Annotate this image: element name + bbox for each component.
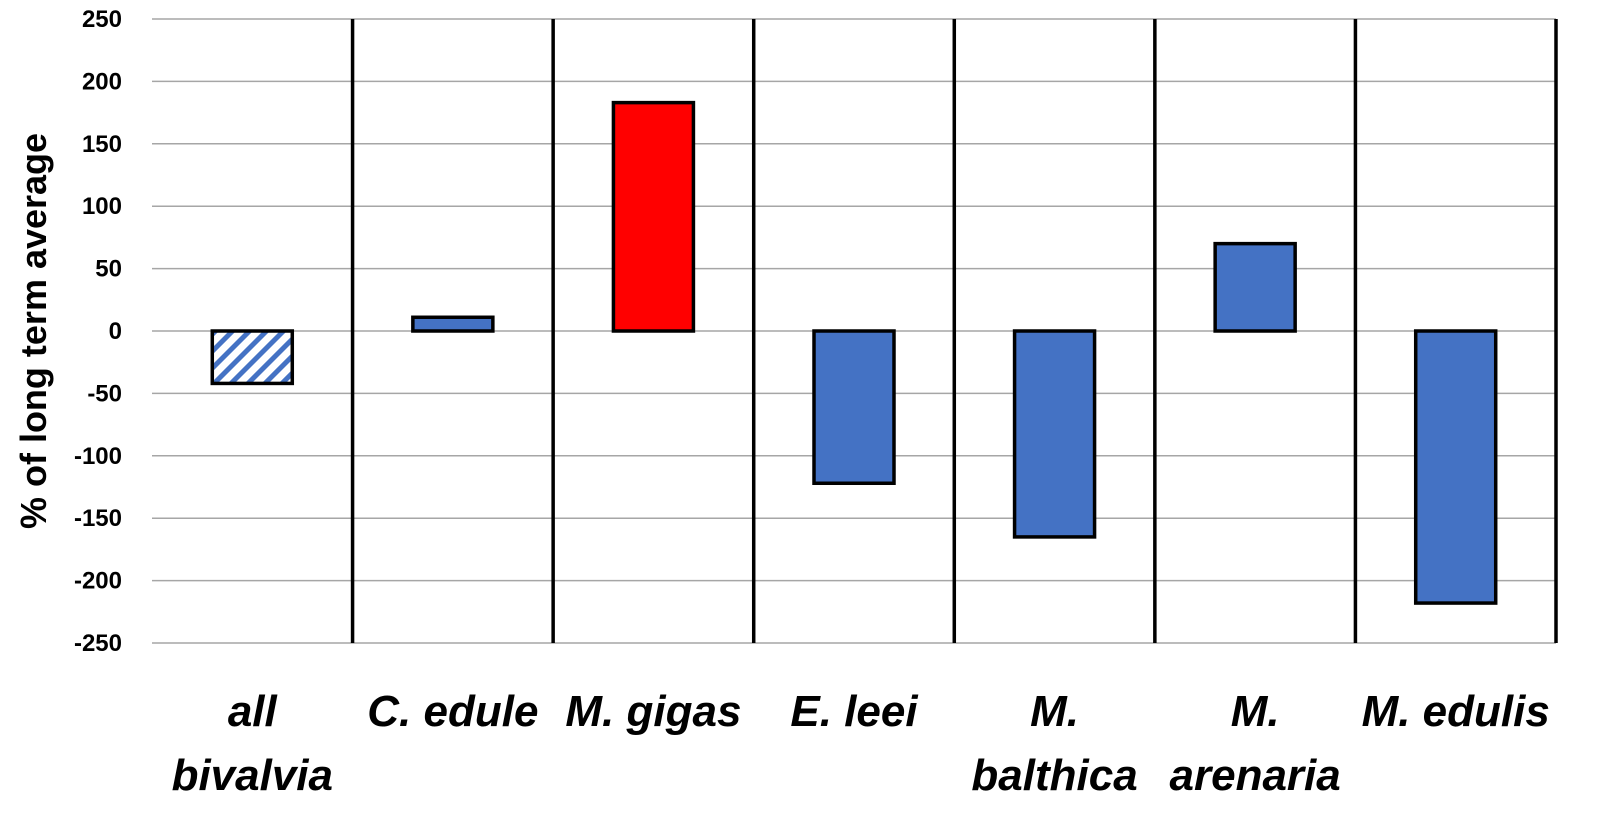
y-tick-label: -50 (87, 380, 122, 407)
y-tick-label: 250 (82, 6, 122, 33)
x-category-label: M. (1030, 687, 1079, 736)
y-tick-label: 200 (82, 68, 122, 95)
y-tick-label: -200 (74, 568, 122, 595)
y-tick-labels: 250 200 150 100 50 0 -50 -100 -150 -200 -250 (74, 6, 122, 657)
y-tick-label: 0 (109, 318, 122, 345)
x-category-label: arenaria (1170, 751, 1341, 800)
bar (1213, 241, 1297, 333)
x-category-label: bivalvia (172, 751, 333, 800)
x-category-labels: all bivalvia C. edule M. gigas E. leei M. balt… (172, 687, 1550, 800)
x-category-label: M. edulis (1362, 687, 1550, 736)
bar (210, 329, 295, 386)
x-category-label: M. (1231, 687, 1280, 736)
x-category-label: all (228, 687, 278, 736)
y-tick-label: -250 (74, 630, 122, 657)
y-axis-title: % of long term average (13, 133, 54, 529)
y-tick-label: 100 (82, 193, 122, 220)
bar (411, 315, 495, 333)
x-category-label: M. gigas (565, 687, 741, 736)
bar (1012, 329, 1097, 539)
x-category-label: balthica (971, 751, 1137, 800)
bar (1413, 329, 1498, 605)
x-category-label: C. edule (367, 687, 538, 736)
category-separators (350, 19, 1558, 643)
y-tick-label: 50 (95, 256, 122, 283)
bars (210, 100, 1498, 605)
bar (812, 329, 896, 486)
x-category-label: E. leei (790, 687, 918, 736)
bar (611, 100, 696, 333)
y-tick-label: -100 (74, 443, 122, 470)
y-tick-label: -150 (74, 505, 122, 532)
y-tick-label: 150 (82, 131, 122, 158)
